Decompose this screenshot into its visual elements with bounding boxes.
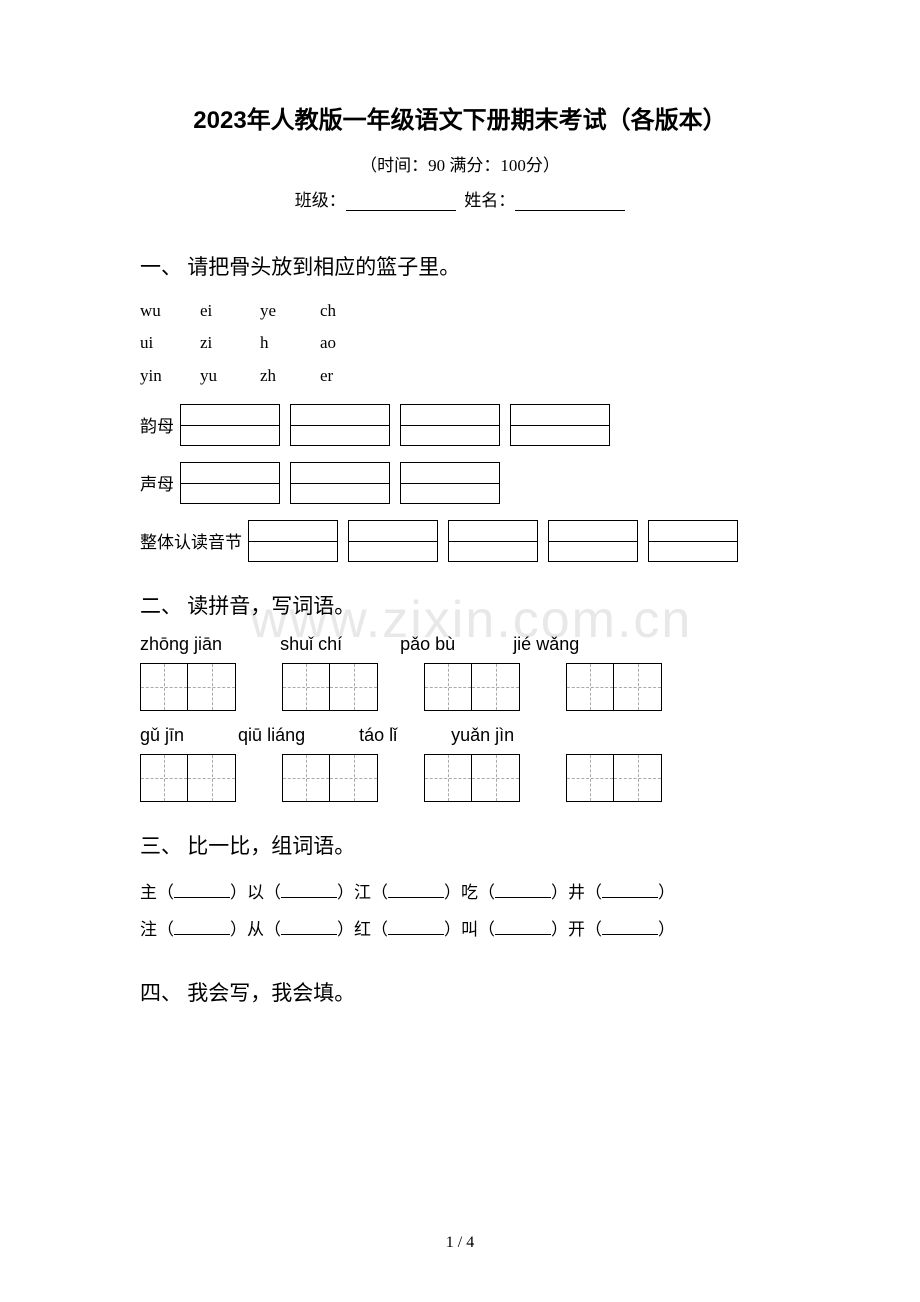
class-blank[interactable] <box>346 193 456 211</box>
answer-box[interactable] <box>400 462 500 504</box>
tianzige-row1 <box>140 663 780 711</box>
tianzige-box[interactable] <box>188 663 236 711</box>
answer-box[interactable] <box>290 404 390 446</box>
pinyin-word: táo lǐ <box>359 725 397 746</box>
fill-blank[interactable] <box>174 884 230 898</box>
compare-char: 以 <box>247 883 264 902</box>
tianzige-box[interactable] <box>282 754 330 802</box>
section4-heading: 四、 我会写，我会填。 <box>140 977 780 1007</box>
compare-row1: 主（）以（）江（）吃（）井（） <box>140 874 780 911</box>
pinyin-item: yu <box>200 360 260 392</box>
name-blank[interactable] <box>515 193 625 211</box>
fill-blank[interactable] <box>281 921 337 935</box>
compare-char: 红 <box>354 920 371 939</box>
pinyin-item: ye <box>260 295 320 327</box>
tianzige-box[interactable] <box>472 663 520 711</box>
pinyin-item: ch <box>320 295 380 327</box>
answer-box[interactable] <box>180 404 280 446</box>
compare-char: 从 <box>247 920 264 939</box>
tianzige-box[interactable] <box>566 663 614 711</box>
pinyin-word: pǎo bù <box>400 634 455 655</box>
fill-blank[interactable] <box>388 884 444 898</box>
pinyin-item: ao <box>320 327 380 359</box>
answer-box[interactable] <box>548 520 638 562</box>
answer-box[interactable] <box>510 404 610 446</box>
shengmu-label: 声母 <box>140 470 174 495</box>
fill-blank[interactable] <box>174 921 230 935</box>
compare-char: 叫 <box>461 920 478 939</box>
pinyin-item: zi <box>200 327 260 359</box>
pinyin-word: zhōng jiān <box>140 634 222 655</box>
tianzige-row2 <box>140 754 780 802</box>
pinyin-word: jié wǎng <box>513 634 579 655</box>
answer-box[interactable] <box>648 520 738 562</box>
answer-box[interactable] <box>400 404 500 446</box>
answer-box[interactable] <box>448 520 538 562</box>
answer-box[interactable] <box>248 520 338 562</box>
tianzige-box[interactable] <box>472 754 520 802</box>
tianzige-box[interactable] <box>614 754 662 802</box>
fill-blank[interactable] <box>602 884 658 898</box>
pinyin-word: yuǎn jìn <box>451 725 514 746</box>
page-number: 1 / 4 <box>0 1234 920 1252</box>
fill-blank[interactable] <box>495 921 551 935</box>
tianzige-box[interactable] <box>330 663 378 711</box>
tianzige-box[interactable] <box>140 754 188 802</box>
compare-row2: 注（）从（）红（）叫（）开（） <box>140 911 780 948</box>
compare-char: 开 <box>568 920 585 939</box>
pinyin-item: ui <box>140 327 200 359</box>
tianzige-box[interactable] <box>614 663 662 711</box>
section3-heading: 三、 比一比，组词语。 <box>140 830 780 860</box>
zhengti-row: 整体认读音节 <box>140 520 780 562</box>
answer-box[interactable] <box>180 462 280 504</box>
compare-char: 江 <box>354 883 371 902</box>
pinyin-word: qiū liáng <box>238 725 305 746</box>
compare-char: 吃 <box>461 883 478 902</box>
pinyin-item: er <box>320 360 380 392</box>
tianzige-box[interactable] <box>566 754 614 802</box>
page-title: 2023年人教版一年级语文下册期末考试（各版本） <box>140 100 780 135</box>
shengmu-row: 声母 <box>140 462 780 504</box>
tianzige-box[interactable] <box>330 754 378 802</box>
fill-blank[interactable] <box>495 884 551 898</box>
class-label: 班级： <box>295 191 346 210</box>
yunmu-label: 韵母 <box>140 412 174 437</box>
pinyin-list: wueiyech uizihao yinyuzher <box>140 295 780 392</box>
section2-heading: 二、 读拼音，写词语。 <box>140 590 780 620</box>
compare-char: 注 <box>140 920 157 939</box>
pinyin-item: zh <box>260 360 320 392</box>
subtitle: （时间：90 满分：100分） <box>140 151 780 176</box>
pinyin-item: ei <box>200 295 260 327</box>
pinyin-word: gǔ jīn <box>140 725 184 746</box>
fill-blank[interactable] <box>388 921 444 935</box>
tianzige-box[interactable] <box>282 663 330 711</box>
tianzige-box[interactable] <box>188 754 236 802</box>
pinyin-item: h <box>260 327 320 359</box>
yunmu-row: 韵母 <box>140 404 780 446</box>
compare-char: 井 <box>568 883 585 902</box>
compare-char: 主 <box>140 883 157 902</box>
fill-blank[interactable] <box>281 884 337 898</box>
name-label: 姓名： <box>464 191 515 210</box>
fill-blank[interactable] <box>602 921 658 935</box>
pinyin-word: shuǐ chí <box>280 634 342 655</box>
zhengti-label: 整体认读音节 <box>140 528 242 553</box>
answer-box[interactable] <box>348 520 438 562</box>
pinyin-item: yin <box>140 360 200 392</box>
section1-heading: 一、 请把骨头放到相应的篮子里。 <box>140 251 780 281</box>
pinyin-item: wu <box>140 295 200 327</box>
tianzige-box[interactable] <box>424 754 472 802</box>
pinyin-words-row1: zhōng jiān shuǐ chí pǎo bù jié wǎng <box>140 634 780 655</box>
tianzige-box[interactable] <box>140 663 188 711</box>
tianzige-box[interactable] <box>424 663 472 711</box>
class-info: 班级： 姓名： <box>140 186 780 211</box>
answer-box[interactable] <box>290 462 390 504</box>
pinyin-words-row2: gǔ jīn qiū liáng táo lǐ yuǎn jìn <box>140 725 780 746</box>
